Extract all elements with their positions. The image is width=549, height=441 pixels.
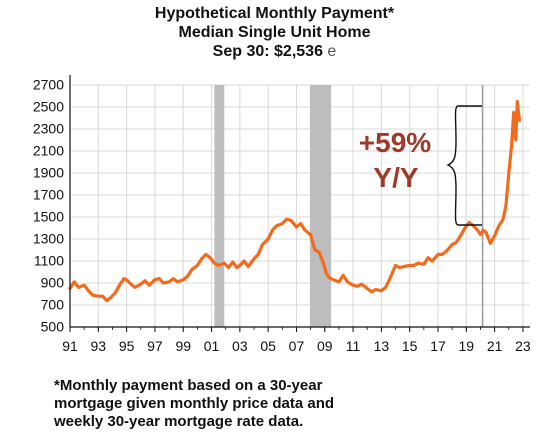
y-tick-label: 1700 xyxy=(33,187,64,203)
title-line-2: Median Single Unit Home xyxy=(178,24,371,41)
recession-band xyxy=(214,85,225,327)
x-tick-label: 99 xyxy=(175,338,191,354)
x-tick-label: 19 xyxy=(459,338,475,354)
x-axis-ticks: 91 93 95 97 99 01 03 05 07 09 11 13 15 17 19 21 23 xyxy=(62,327,531,354)
x-tick-label: 97 xyxy=(147,338,163,354)
y-tick-label: 2300 xyxy=(33,121,64,137)
x-tick-label: 15 xyxy=(402,338,418,354)
x-tick-label: 93 xyxy=(91,338,107,354)
y-tick-label: 2500 xyxy=(33,99,64,115)
estimate-flag: e xyxy=(327,43,337,60)
x-tick-label: 07 xyxy=(289,338,305,354)
x-tick-label: 21 xyxy=(487,338,503,354)
annotation-unit: Y/Y xyxy=(373,162,418,193)
title-line-3: Sep 30: $2,536 e xyxy=(0,42,549,61)
y-tick-label: 2700 xyxy=(33,77,64,93)
chart-title: Hypothetical Monthly Payment* Median Sin… xyxy=(0,4,549,61)
title-line-1: Hypothetical Monthly Payment* xyxy=(154,5,395,22)
footnote-line-3: weekly 30-year mortgage rate data. xyxy=(54,413,304,430)
footnote-line-1: *Monthly payment based on a 30-year xyxy=(54,377,323,394)
x-tick-label: 09 xyxy=(317,338,333,354)
annotation-percent: +59% xyxy=(359,127,431,158)
recession-band xyxy=(309,85,332,327)
x-tick-label: 23 xyxy=(515,338,531,354)
title-date-value: Sep 30: $2,536 xyxy=(212,43,323,60)
y-tick-label: 500 xyxy=(41,319,65,335)
recession-shading xyxy=(214,85,332,327)
x-tick-label: 03 xyxy=(232,338,248,354)
x-tick-label: 95 xyxy=(119,338,135,354)
y-tick-label: 1900 xyxy=(33,165,64,181)
axes xyxy=(69,75,530,328)
y-tick-label: 900 xyxy=(41,275,65,291)
y-axis-ticks: 500 700 900 1100 1300 1500 1700 1900 2100 2300 250… xyxy=(33,77,64,335)
footnote-line-2: mortgage given monthly price data and xyxy=(54,395,335,412)
y-tick-label: 1100 xyxy=(34,253,64,269)
x-tick-label: 01 xyxy=(204,338,220,354)
grid-lines xyxy=(69,84,530,328)
series-group xyxy=(68,99,521,303)
payment-series-line xyxy=(68,99,521,303)
x-tick-label: 91 xyxy=(62,338,78,354)
x-tick-label: 05 xyxy=(260,338,276,354)
y-tick-label: 700 xyxy=(41,297,65,313)
y-tick-label: 2100 xyxy=(33,143,64,159)
y-tick-label: 1300 xyxy=(33,231,64,247)
annotation-brace xyxy=(446,105,482,226)
y-tick-label: 1500 xyxy=(33,209,64,225)
x-tick-label: 11 xyxy=(346,338,361,354)
x-tick-label: 17 xyxy=(430,338,446,354)
footnote: *Monthly payment based on a 30-year mort… xyxy=(54,377,524,431)
x-tick-label: 13 xyxy=(374,338,390,354)
